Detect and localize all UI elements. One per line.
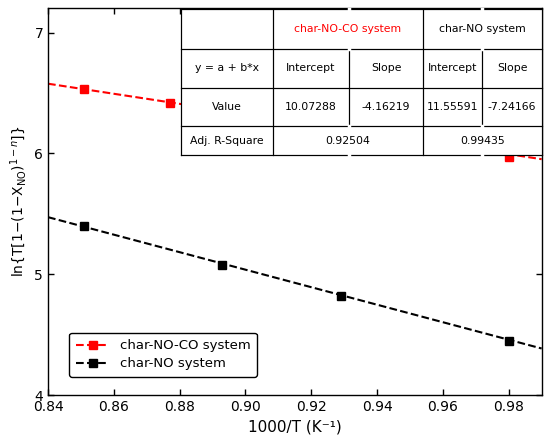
Legend: char-NO-CO system, char-NO system: char-NO-CO system, char-NO system: [69, 333, 257, 377]
Text: 0.92504: 0.92504: [326, 136, 370, 146]
Text: Slope: Slope: [371, 63, 402, 73]
Text: 0.99435: 0.99435: [460, 136, 505, 146]
Text: y = a + b*x: y = a + b*x: [195, 63, 259, 73]
Y-axis label: ln{T[1$-$(1$-$X$_{\mathregular{NO}}$)$^{1-n}$]}: ln{T[1$-$(1$-$X$_{\mathregular{NO}}$)$^{…: [8, 126, 29, 277]
Text: char-NO system: char-NO system: [439, 24, 526, 34]
Text: Adj. R-Square: Adj. R-Square: [190, 136, 264, 146]
Bar: [182, 9, 542, 155]
Text: Intercept: Intercept: [428, 63, 477, 73]
Text: 11.55591: 11.55591: [427, 102, 478, 112]
Text: Slope: Slope: [497, 63, 527, 73]
Text: -4.16219: -4.16219: [362, 102, 410, 112]
X-axis label: 1000/T (K⁻¹): 1000/T (K⁻¹): [248, 420, 342, 435]
Text: 10.07288: 10.07288: [285, 102, 337, 112]
Text: char-NO-CO system: char-NO-CO system: [294, 24, 402, 34]
Text: Value: Value: [212, 102, 242, 112]
Text: -7.24166: -7.24166: [488, 102, 536, 112]
Text: Intercept: Intercept: [286, 63, 336, 73]
